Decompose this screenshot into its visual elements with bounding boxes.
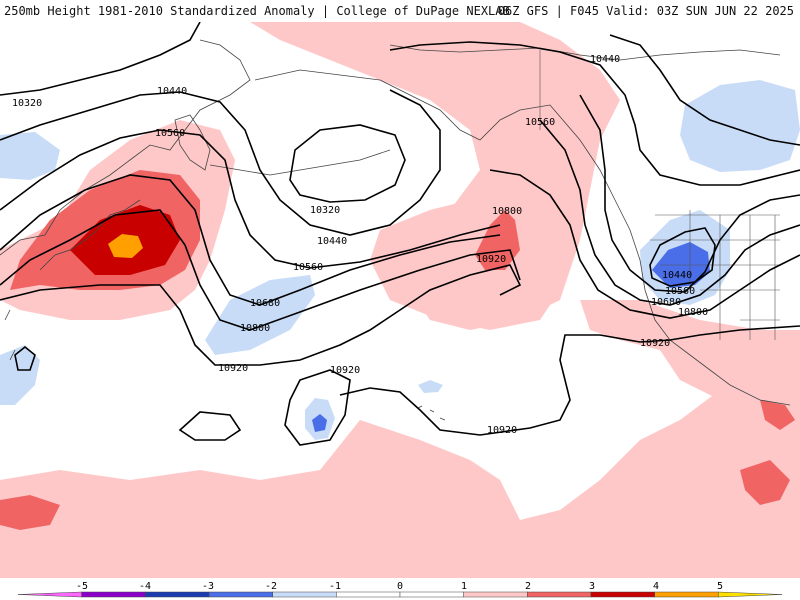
contour-10920-small bbox=[14, 345, 36, 371]
contour-10800 bbox=[0, 209, 521, 331]
colorbar-segment-pos3 bbox=[590, 591, 655, 598]
colorbar-tick-label: 5 bbox=[717, 581, 723, 592]
anomaly-region-neg1-small bbox=[418, 380, 443, 393]
coastline-aleutians bbox=[209, 149, 391, 176]
contour-label: 10920 bbox=[476, 254, 506, 265]
colorbar-segment-neg1 bbox=[272, 591, 337, 598]
anomaly-region-pos4-asia bbox=[108, 234, 143, 258]
colorbar-segment-pos4 bbox=[654, 591, 719, 598]
contour-label: 10920 bbox=[487, 425, 517, 436]
contour-10440-west bbox=[0, 89, 441, 236]
coastline-japan bbox=[39, 199, 141, 271]
model-run-info: 06Z GFS | F045 Valid: 03Z SUN JUN 22 202… bbox=[497, 4, 794, 18]
contour-label: 10560 bbox=[155, 128, 185, 139]
contour-10560-west bbox=[0, 129, 501, 269]
colorbar-tick-label: -2 bbox=[265, 581, 277, 592]
colorbar-tick-label: 1 bbox=[461, 581, 467, 592]
colorbar-ticks: -5 -4 -3 -2 -1 0 1 2 3 4 5 bbox=[76, 581, 723, 592]
colorbar-segment-neg3 bbox=[145, 591, 210, 598]
contour-10920-loop bbox=[178, 411, 242, 441]
colorbar-tick-label: 3 bbox=[589, 581, 595, 592]
contour-10680 bbox=[0, 174, 501, 306]
map-title: 250mb Height 1981-2010 Standardized Anom… bbox=[4, 4, 510, 18]
contour-label: 10800 bbox=[492, 206, 522, 217]
anomaly-region-pos2-central bbox=[475, 210, 520, 270]
contour-10800-trough bbox=[489, 169, 800, 319]
contour-10680-trough bbox=[539, 119, 800, 306]
contour-label: 10440 bbox=[590, 54, 620, 65]
coastline-asia bbox=[0, 39, 251, 256]
colorbar-segment-pos1 bbox=[463, 591, 528, 598]
anomaly-region-pos1-south bbox=[0, 370, 800, 578]
header: 250mb Height 1981-2010 Standardized Anom… bbox=[0, 0, 800, 22]
contour-label: 10560 bbox=[665, 286, 695, 297]
colorbar-tick-label: -5 bbox=[76, 581, 88, 592]
anomaly-region-neg1-canada bbox=[680, 80, 800, 172]
colorbar-tick-label: 4 bbox=[653, 581, 659, 592]
colorbar-segment-zero-neg bbox=[336, 591, 401, 598]
anomaly-region-pos2-southwest bbox=[0, 495, 60, 530]
contour-10920-south bbox=[284, 369, 351, 446]
contour-label: 10440 bbox=[317, 236, 347, 247]
anomaly-region-pos2-southeast bbox=[740, 460, 790, 505]
colorbar-tick-label: -1 bbox=[329, 581, 341, 592]
contour-10440-east bbox=[609, 34, 800, 146]
colorbar-segment-pos2 bbox=[527, 591, 592, 598]
coastline-islands bbox=[4, 309, 16, 361]
contour-10440-trough bbox=[649, 227, 716, 287]
contour-label: 10320 bbox=[310, 205, 340, 216]
anomaly-region-neg1-northwest bbox=[0, 132, 60, 180]
coastline-alaska bbox=[254, 69, 616, 201]
contour-labels: 10320 10440 10560 10320 10440 10560 1068… bbox=[12, 54, 708, 436]
contour-label: 10800 bbox=[240, 323, 270, 334]
contour-label: 10560 bbox=[293, 262, 323, 273]
contour-label: 10680 bbox=[651, 297, 681, 308]
colorbar-segment-neg5 bbox=[17, 591, 82, 598]
colorbar-segments bbox=[17, 591, 783, 598]
colorbar-segment-neg4 bbox=[81, 591, 146, 598]
contour-10560-east bbox=[389, 41, 800, 186]
contour-label: 10920 bbox=[640, 338, 670, 349]
contour-10920-main bbox=[0, 264, 522, 366]
colorbar-tick-label: -3 bbox=[202, 581, 214, 592]
contour-10560-trough bbox=[579, 94, 800, 293]
contour-10320-west bbox=[0, 22, 201, 96]
coastline-kamchatka bbox=[174, 114, 211, 171]
contour-label: 10560 bbox=[525, 117, 555, 128]
colorbar-tick-label: 2 bbox=[525, 581, 531, 592]
coastline-canada-north bbox=[389, 44, 781, 61]
colorbar-tick-label: 0 bbox=[397, 581, 403, 592]
anomaly-shading bbox=[0, 22, 800, 578]
contour-label: 10680 bbox=[250, 298, 280, 309]
contour-label: 10800 bbox=[678, 307, 708, 318]
anomaly-region-pos2-east bbox=[760, 400, 795, 430]
contour-label: 10320 bbox=[12, 98, 42, 109]
height-contours bbox=[0, 22, 800, 446]
contour-label: 10920 bbox=[330, 365, 360, 376]
contour-label: 10920 bbox=[218, 363, 248, 374]
colorbar-segment-pos5 bbox=[718, 591, 783, 598]
state-borders bbox=[539, 50, 780, 340]
colorbar-segment-zero-pos bbox=[399, 591, 464, 598]
colorbar: -5 -4 -3 -2 -1 0 1 2 3 4 5 bbox=[17, 581, 783, 598]
anomaly-region-neg2-hawaii bbox=[312, 414, 327, 432]
anomaly-map: 10320 10440 10560 10320 10440 10560 1068… bbox=[0, 22, 800, 578]
coastline-hawaii bbox=[417, 405, 446, 421]
colorbar-segment-neg2 bbox=[208, 591, 273, 598]
contour-10920-hawaii-ring bbox=[339, 325, 800, 436]
contour-10320-closed bbox=[289, 124, 406, 203]
contour-label: 10440 bbox=[157, 86, 187, 97]
contour-label: 10440 bbox=[662, 270, 692, 281]
colorbar-tick-label: -4 bbox=[139, 581, 151, 592]
